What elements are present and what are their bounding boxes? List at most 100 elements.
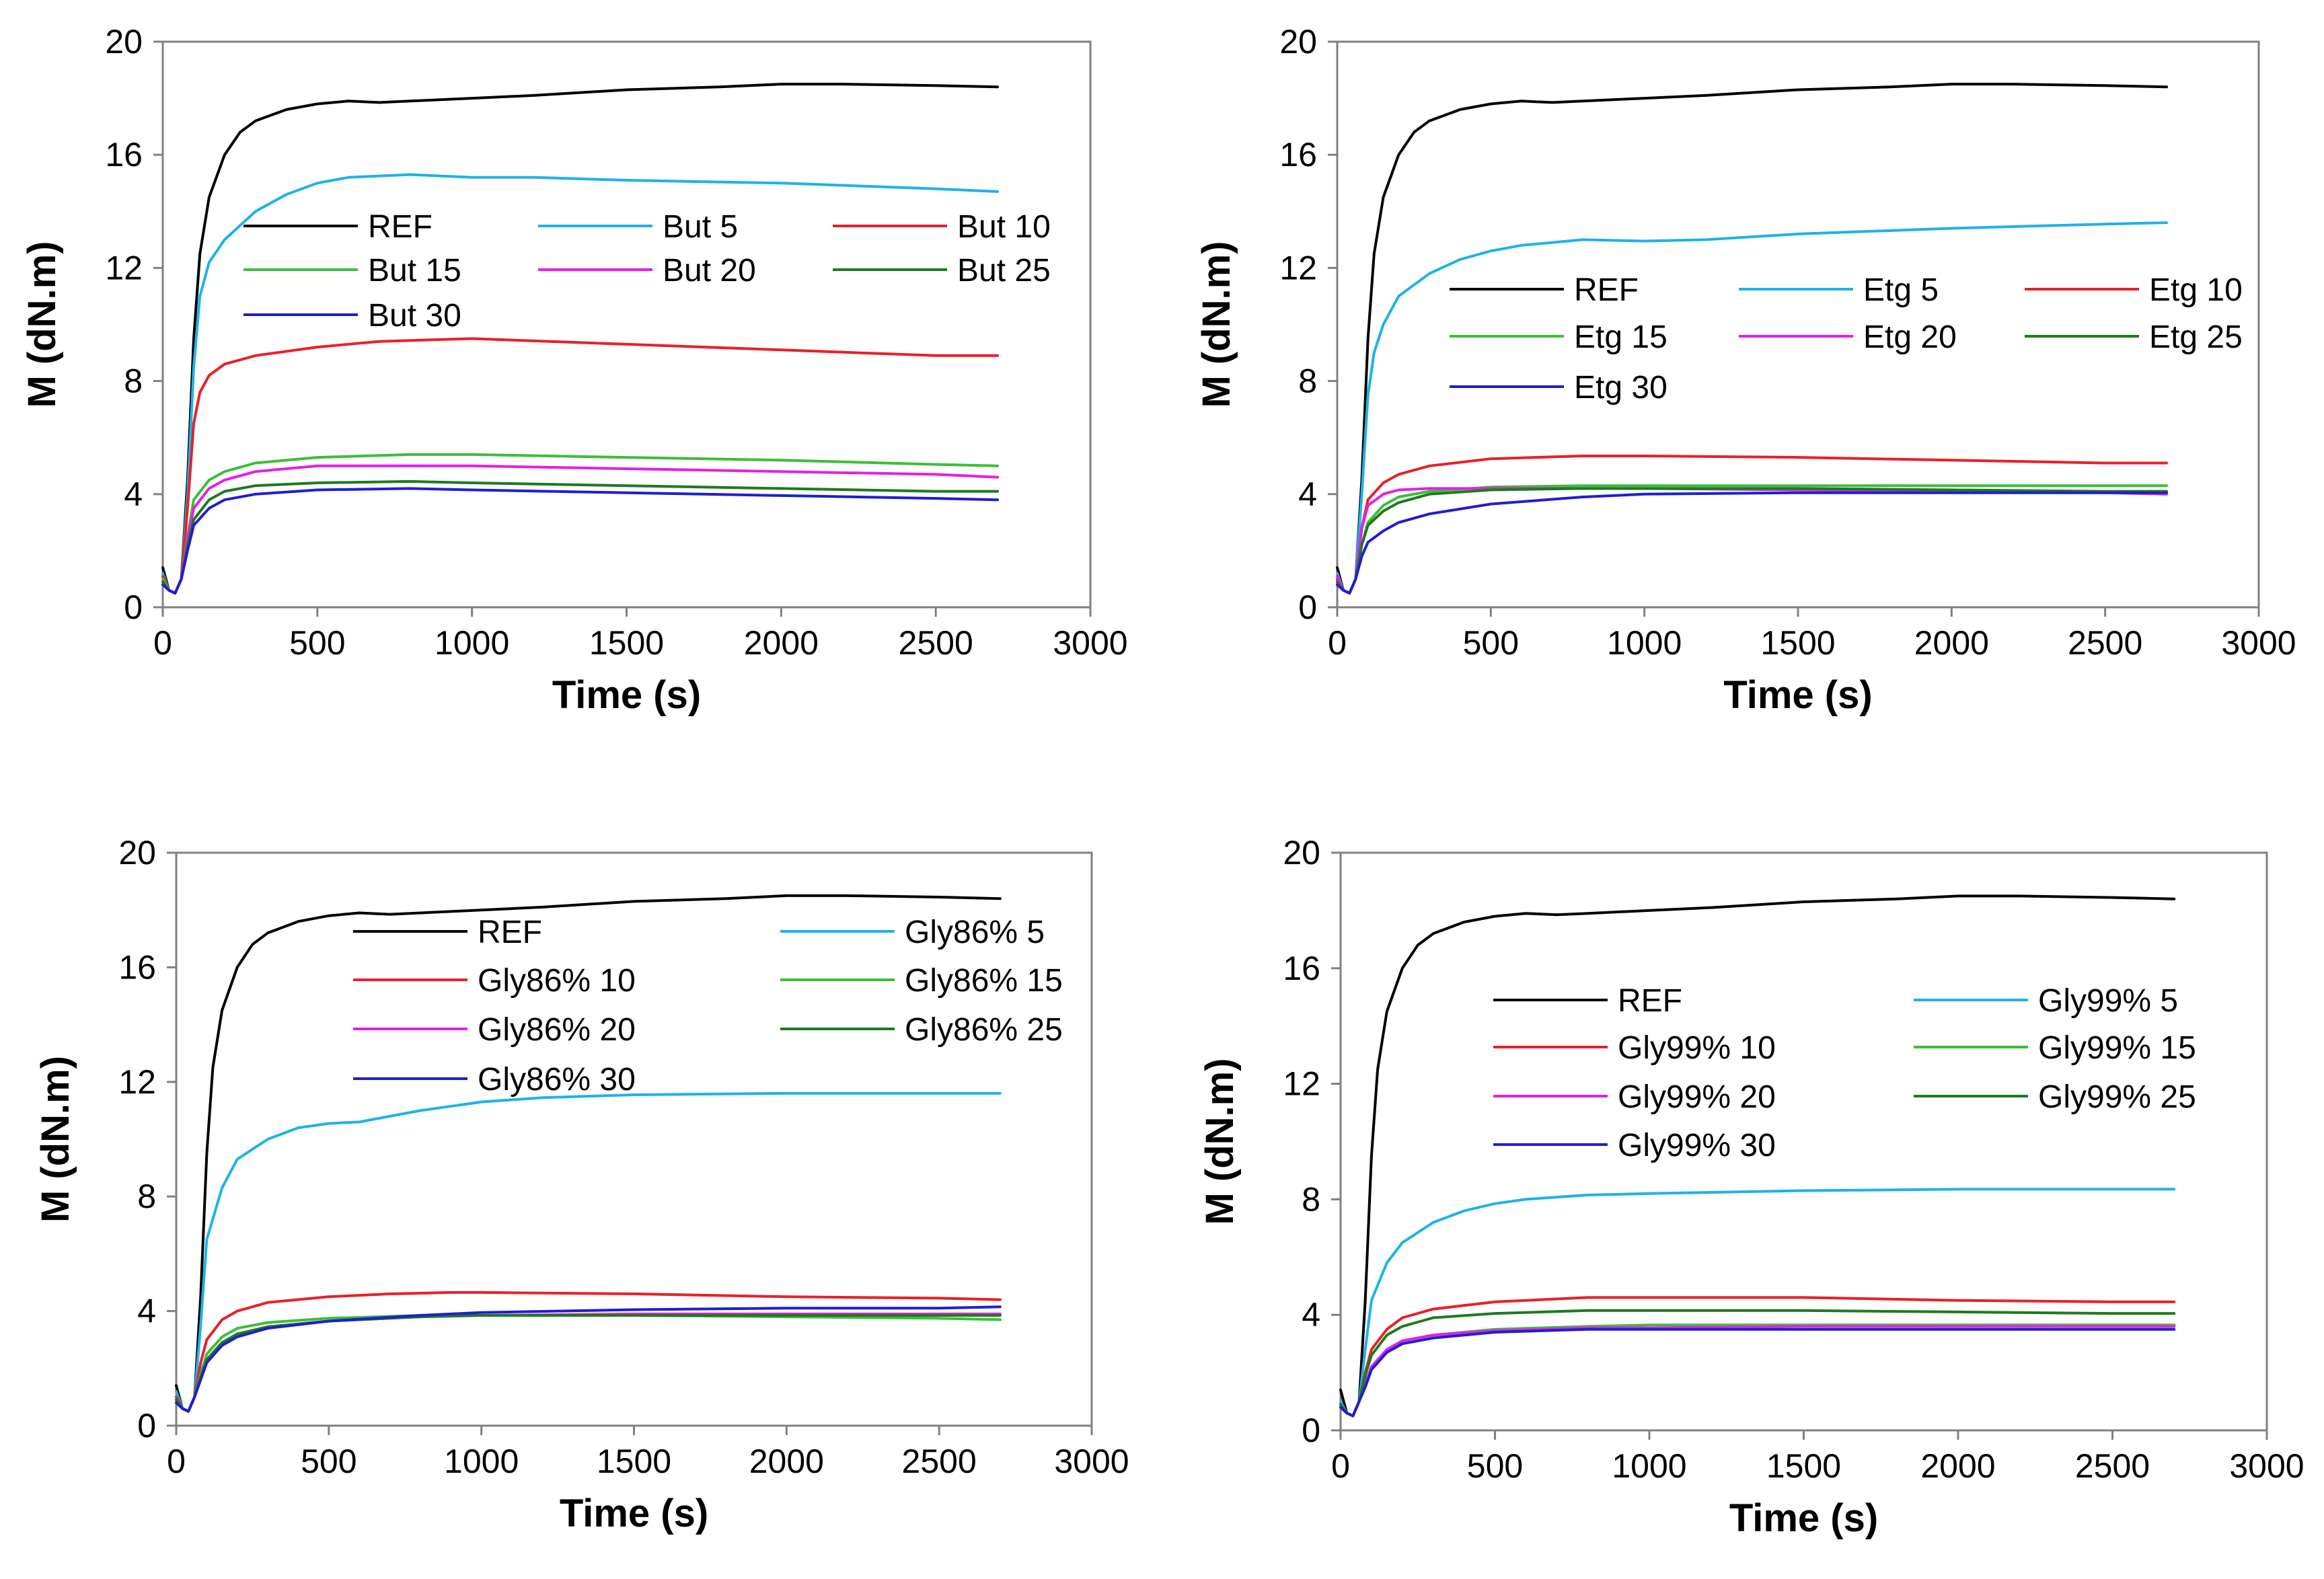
series-line-2 [161, 173, 1000, 594]
x-tick-label: 1000 [1607, 624, 1682, 662]
x-tick-label: 2500 [902, 1442, 977, 1480]
y-tick-label: 4 [1302, 1296, 1320, 1334]
x-tick-label: 1500 [1766, 1447, 1841, 1485]
legend-label: Gly86% 20 [478, 1012, 636, 1048]
y-tick-label: 0 [137, 1407, 156, 1445]
series-line-5 [1339, 1325, 2176, 1418]
legend-label: But 25 [957, 253, 1051, 288]
series-line-1 [1336, 83, 2168, 594]
y-tick-label: 16 [118, 948, 156, 986]
y-tick-label: 16 [105, 136, 143, 174]
y-tick-label: 4 [137, 1293, 156, 1330]
y-tick-label: 12 [1279, 249, 1317, 286]
x-tick-label: 3000 [1054, 1442, 1129, 1480]
legend-label: But 10 [957, 209, 1051, 245]
y-tick-label: 4 [1298, 475, 1317, 513]
legend-label: Gly86% 25 [905, 1012, 1063, 1048]
chart-panel-2: 0 500 1000 1500 2000 2500 3000 0 4 8 12 16 20 Time (s… [1195, 23, 2296, 717]
x-tick-label: 2500 [2075, 1447, 2150, 1485]
series-line-4 [1336, 484, 2168, 594]
x-tick-label: 1500 [1760, 624, 1835, 662]
x-tick-label: 500 [289, 624, 345, 662]
chart-panel-3: 0 500 1000 1500 2000 2500 3000 0 4 8 12 16 20 Time (s… [34, 834, 1129, 1535]
x-tick-label: 3000 [2221, 624, 2296, 662]
y-axis-title: M (dN.m) [34, 1056, 77, 1223]
y-axis-title: M (dN.m) [1195, 241, 1238, 408]
legend-label: But 30 [368, 298, 461, 334]
legend-label: REF [478, 915, 542, 950]
legend-label: REF [1618, 983, 1682, 1019]
series-line-1 [161, 83, 1000, 594]
x-tick-label: 3000 [2229, 1447, 2304, 1485]
x-tick-label: 1000 [1612, 1447, 1686, 1485]
plot-frame [1336, 40, 2260, 609]
series-line-4 [175, 1314, 1002, 1413]
legend-label: REF [368, 209, 433, 245]
y-tick-label: 20 [105, 23, 143, 61]
y-axis-title: M (dN.m) [20, 241, 64, 408]
y-tick-label: 12 [105, 249, 143, 286]
y-tick-label: 20 [1279, 23, 1317, 61]
x-tick-label: 0 [167, 1442, 186, 1480]
series-line-7 [1336, 491, 2168, 594]
x-tick-label: 500 [1463, 624, 1519, 662]
legend-label: Gly86% 10 [478, 963, 636, 999]
x-axis-title: Time (s) [1729, 1496, 1878, 1540]
x-tick-label: 0 [1328, 624, 1347, 662]
series-line-7 [161, 487, 1000, 594]
x-tick-label: 500 [1467, 1447, 1523, 1485]
legend-label: Etg 20 [1863, 319, 1957, 355]
series-line-5 [175, 1312, 1002, 1413]
y-tick-label: 8 [137, 1178, 156, 1215]
y-axis-title: M (dN.m) [1198, 1058, 1242, 1225]
x-tick-label: 1500 [597, 1442, 671, 1480]
x-axis-title: Time (s) [560, 1492, 708, 1535]
legend-label: Gly86% 15 [905, 963, 1063, 999]
legend-label: Gly86% 5 [905, 915, 1045, 950]
legend: REF Gly86% 5 Gly86% 10 Gly86% 15 Gly86% 20 Gl… [353, 915, 1063, 1097]
legend-label: Etg 10 [2149, 272, 2243, 308]
series-line-6 [175, 1314, 1002, 1413]
legend-label: Gly86% 30 [478, 1062, 636, 1097]
x-tick-label: 2500 [899, 624, 973, 662]
legend-label: Gly99% 15 [2038, 1030, 2196, 1066]
legend-label: Gly99% 20 [1618, 1079, 1776, 1115]
legend-label: Etg 5 [1863, 272, 1939, 308]
legend-label: But 20 [663, 253, 756, 288]
x-tick-label: 0 [1331, 1447, 1350, 1485]
series-line-6 [1336, 487, 2168, 594]
series-line-3 [1336, 455, 2168, 594]
y-tick-label: 8 [1302, 1180, 1320, 1218]
x-axis-title: Time (s) [552, 673, 701, 717]
plot-frame [161, 40, 1092, 609]
series-line-1 [175, 894, 1002, 1413]
x-tick-label: 500 [301, 1442, 357, 1480]
legend-label: But 15 [368, 253, 461, 288]
x-tick-label: 2500 [2068, 624, 2142, 662]
legend-label: Etg 25 [2149, 319, 2243, 355]
y-tick-label: 0 [124, 588, 143, 626]
x-tick-label: 2000 [749, 1442, 824, 1480]
chart-panel-1: 0 500 1000 1500 2000 2500 3000 0 4 8 12 16 20 Time (s… [20, 23, 1128, 717]
x-tick-label: 2000 [744, 624, 819, 662]
series-line-4 [1339, 1323, 2176, 1418]
series-line-4 [161, 453, 1000, 594]
x-tick-label: 1500 [589, 624, 664, 662]
legend-label: Gly99% 30 [1618, 1128, 1776, 1163]
y-tick-label: 0 [1302, 1412, 1320, 1449]
chart-panel-4: 0 500 1000 1500 2000 2500 3000 0 4 8 12 16 20 Time (s… [1198, 834, 2304, 1540]
y-tick-label: 8 [124, 362, 143, 400]
legend-label: REF [1574, 272, 1639, 308]
y-tick-label: 12 [1283, 1065, 1320, 1103]
y-tick-label: 16 [1279, 136, 1317, 174]
x-tick-label: 2000 [1914, 624, 1989, 662]
legend-label: Gly99% 5 [2038, 983, 2178, 1019]
y-tick-label: 20 [118, 834, 156, 872]
legend-label: Gly99% 10 [1618, 1030, 1776, 1066]
legend-label: But 5 [663, 209, 738, 245]
x-tick-label: 0 [153, 624, 172, 662]
y-tick-label: 8 [1298, 362, 1317, 400]
plot-frame [1339, 851, 2268, 1432]
series-line-7 [1339, 1327, 2176, 1418]
